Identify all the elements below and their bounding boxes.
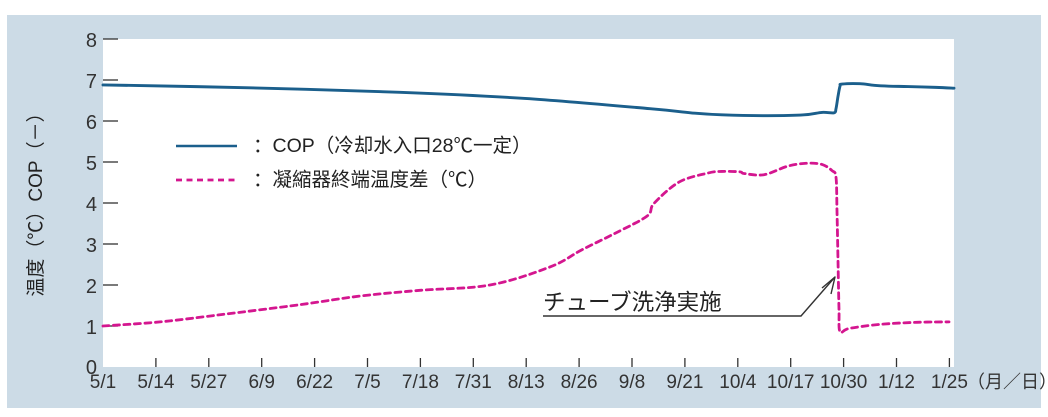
svg-text:10/30: 10/30 [820,372,868,393]
svg-text:9/21: 9/21 [666,372,703,393]
svg-text:4: 4 [86,194,97,216]
svg-text:8/26: 8/26 [561,372,598,393]
svg-text:（月／日）: （月／日） [967,372,1048,392]
svg-text:3: 3 [86,235,97,257]
svg-text:6: 6 [86,112,97,134]
svg-text:チューブ洗浄実施: チューブ洗浄実施 [543,290,722,315]
svg-text:7/18: 7/18 [402,372,439,393]
svg-text:6/22: 6/22 [296,372,333,393]
svg-text:5: 5 [86,153,97,175]
svg-text:1/25: 1/25 [931,372,968,393]
svg-text:5/1: 5/1 [90,372,116,393]
svg-text:1/12: 1/12 [878,372,915,393]
svg-text:6/9: 6/9 [248,372,274,393]
svg-text:7/31: 7/31 [455,372,492,393]
svg-text:：COP（冷却水入口28℃一定）: ：COP（冷却水入口28℃一定） [253,135,531,157]
svg-text:9/8: 9/8 [619,372,645,393]
svg-text:温度（℃）COP（－）: 温度（℃）COP（－） [25,103,47,296]
svg-text:5/14: 5/14 [137,372,174,393]
svg-text:10/4: 10/4 [719,372,756,393]
svg-text:5/27: 5/27 [190,372,227,393]
svg-text:10/17: 10/17 [767,372,815,393]
svg-text:：凝縮器終端温度差（℃）: ：凝縮器終端温度差（℃） [253,169,487,191]
svg-text:8: 8 [86,30,97,52]
svg-text:8/13: 8/13 [508,372,545,393]
svg-text:1: 1 [86,317,97,339]
svg-text:7: 7 [86,71,97,93]
svg-text:7/5: 7/5 [354,372,380,393]
svg-text:2: 2 [86,276,97,298]
